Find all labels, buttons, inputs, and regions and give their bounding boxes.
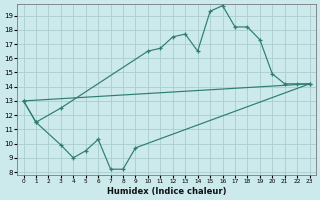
X-axis label: Humidex (Indice chaleur): Humidex (Indice chaleur) (107, 187, 226, 196)
